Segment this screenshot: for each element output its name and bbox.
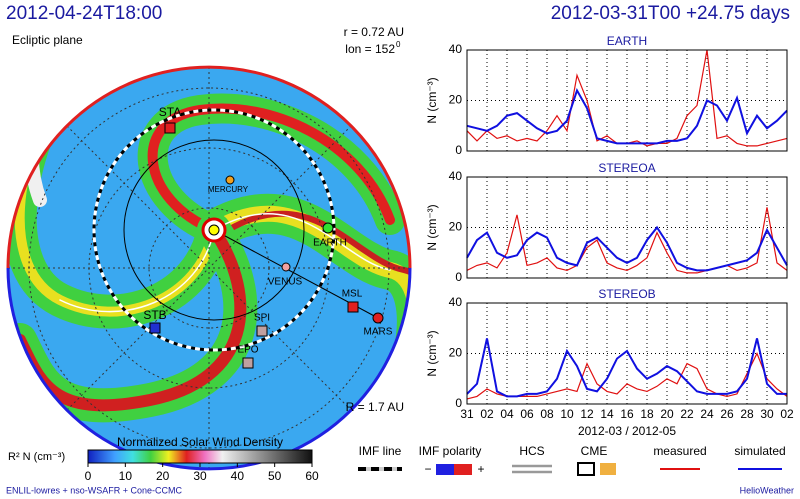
x-tick-label: 02 [480,407,494,421]
ecliptic-map: Ecliptic plane r = 0.72 AU lon = 152 0 R… [6,25,412,471]
y-tick-label: 0 [455,396,462,410]
y-tick-label: 20 [449,93,463,107]
legend-label: − [424,462,431,476]
map-title: 2012-04-24T18:00 [6,3,162,24]
legend-label: simulated [734,444,785,458]
x-tick-label: 24 [700,407,714,421]
series-line [466,225,788,272]
colorbar-tick-label: 30 [193,469,207,483]
colorbar-tick-label: 10 [119,469,133,483]
colorbar-tick-label: 0 [85,469,92,483]
body-label: STA [159,105,181,119]
y-axis-label: N (cm⁻³) [425,77,439,123]
colorbar [87,449,313,464]
body-label: MSL [342,289,363,300]
body-label: MARS [364,327,393,338]
colorbar-title: Normalized Solar Wind Density [117,435,283,449]
y-tick-label: 20 [449,220,463,234]
x-tick-label: 26 [720,407,734,421]
y-axis-label: N (cm⁻³) [425,330,439,376]
legend-label: CME [581,444,608,458]
plane-label: Ecliptic plane [12,33,83,47]
y-tick-label: 0 [455,143,462,157]
range-label: R = 1.7 AU [346,400,404,414]
body-label: SPI [254,313,270,324]
y-tick-label: 0 [455,270,462,284]
series-line [466,207,788,274]
legend-label: IMF polarity [419,444,482,458]
colorbar-tick-label: 60 [305,469,319,483]
radius-label: r = 0.72 AU [344,25,404,39]
x-tick-label: 08 [540,407,554,421]
body-label: EPO [237,345,258,356]
body-label: MERCURY [208,185,249,194]
y-tick-label: 40 [449,42,463,56]
series-line [466,49,788,147]
panel-title: STEREOA [598,161,655,175]
y-tick-label: 20 [449,346,463,360]
x-tick-label: 06 [520,407,534,421]
x-tick-label: 10 [560,407,574,421]
x-tick-label: 18 [640,407,654,421]
y-axis-label: N (cm⁻³) [425,204,439,250]
body-label: STB [143,308,166,322]
legend-label: HCS [519,444,544,458]
x-tick-label: 22 [680,407,694,421]
series-line [466,338,787,398]
x-tick-label: 02 [780,407,794,421]
x-tick-label: 20 [660,407,674,421]
colorbar-tick-label: 40 [231,469,245,483]
panel-title: STEREOB [598,287,655,301]
lon-sup: 0 [396,40,401,49]
legend-label: measured [653,444,706,458]
x-tick-label: 31 [460,407,474,421]
legend-label: IMF line [359,444,402,458]
x-tick-label: 14 [600,407,614,421]
lon-label: lon = 152 [345,42,395,56]
x-tick-label: 30 [760,407,774,421]
plot-frame [466,302,788,405]
legend-label: + [477,462,484,476]
body-label: VENUS [268,277,303,288]
colorbar-label: R² N (cm⁻³) [8,451,65,463]
y-tick-label: 40 [449,295,463,309]
plot-frame [466,176,788,279]
chart-title: 2012-03-31T00 +24.75 days [551,3,790,24]
x-tick-label: 28 [740,407,754,421]
series-line [466,87,788,145]
legend: IMF line IMF polarity − + HCS CME measur… [358,444,786,476]
x-tick-label: 04 [500,407,514,421]
footer-right: HelioWeather [740,485,794,495]
series-line [466,352,788,400]
colorbar-tick-label: 50 [268,469,282,483]
panel-title: EARTH [607,34,647,48]
x-axis-label: 2012-03 / 2012-05 [578,424,676,438]
colorbar-tick-label: 20 [156,469,170,483]
footer-left: ENLIL-lowres + nso-WSAFR + Cone-CCMC [6,485,183,495]
body-label: EARTH [313,238,347,249]
y-tick-label: 40 [449,169,463,183]
x-tick-label: 16 [620,407,634,421]
x-tick-label: 12 [580,407,594,421]
plot-frame [466,49,788,152]
